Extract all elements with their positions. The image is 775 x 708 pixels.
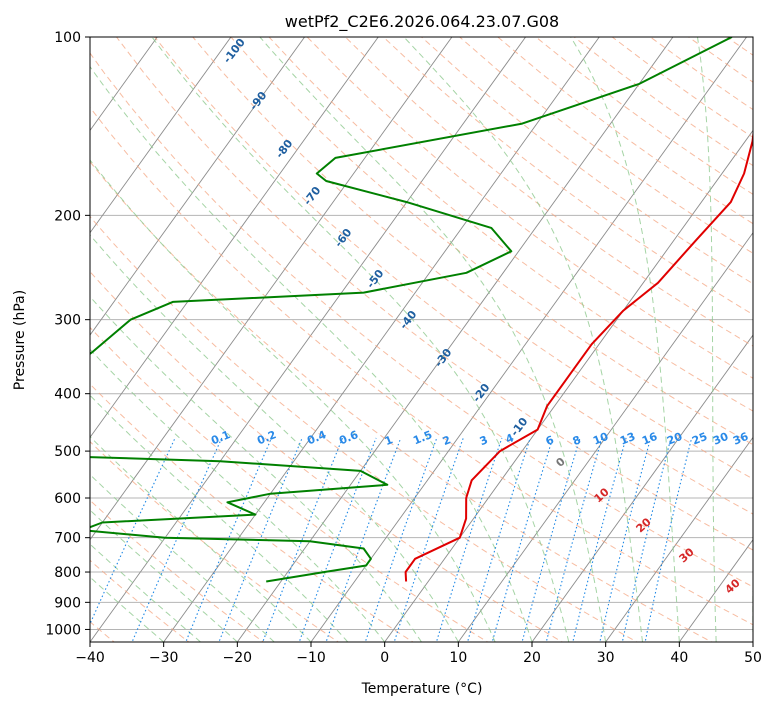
isotherm-line <box>310 37 748 642</box>
mixing-ratio-line <box>621 437 672 642</box>
x-axis-title: Temperature (°C) <box>361 681 483 697</box>
dry-adiabat <box>90 326 489 642</box>
y-tick-label: 700 <box>54 531 81 547</box>
mixing-ratio-line <box>644 437 693 642</box>
isopleth-label: 1 <box>383 433 395 448</box>
dry-adiabat <box>344 37 753 347</box>
moist-adiabat <box>90 435 312 642</box>
moist-adiabat <box>151 37 570 642</box>
isobar-gridlines <box>90 37 753 630</box>
isotherm-line <box>605 436 753 642</box>
isopleth-label: 20 <box>665 430 684 448</box>
mixing-ratio-line <box>262 437 344 642</box>
y-tick-label: 1000 <box>45 622 81 638</box>
mixing-ratio-line <box>131 437 223 642</box>
x-axis-ticks: −40 −30 −20 −10 0 10 20 30 40 50 <box>75 642 762 666</box>
isotherm-line <box>90 37 306 336</box>
moist-adiabat <box>696 37 717 642</box>
moist-adiabat <box>90 159 496 642</box>
dry-adiabat <box>154 37 753 515</box>
moist-adiabat <box>90 394 349 642</box>
isotherm-line <box>90 37 232 234</box>
mixing-ratio-lines <box>90 437 693 642</box>
isotherm-line <box>90 37 379 439</box>
dry-adiabat <box>90 215 639 642</box>
y-axis-ticks: 100 200 300 400 500 600 700 800 900 1000 <box>45 30 90 638</box>
dry-adiabat <box>90 383 414 642</box>
moist-adiabat <box>90 348 386 642</box>
mixing-ratio-line <box>599 437 652 642</box>
mixing-ratio-line <box>491 437 554 642</box>
isopleth-label: 16 <box>640 430 659 448</box>
moist-adiabat <box>570 37 680 642</box>
isopleth-label: 10 <box>591 430 610 448</box>
dry-adiabat <box>90 52 753 588</box>
dry-adiabat <box>268 37 753 412</box>
isotherm-line <box>236 37 674 642</box>
isopleth-label: 3 <box>478 433 490 448</box>
isotherm-line <box>90 37 158 132</box>
isotherm-line <box>457 231 753 642</box>
mixing-ratio-line <box>545 437 603 642</box>
x-tick-label: 30 <box>597 650 615 666</box>
profile-line <box>90 37 733 583</box>
mixing-ratio-line <box>521 437 581 642</box>
isopleth-label: 2 <box>441 433 453 448</box>
x-tick-label: −40 <box>75 650 105 666</box>
dry-adiabat <box>90 106 753 626</box>
y-tick-label: 200 <box>54 208 81 224</box>
isopleth-label: 8 <box>571 433 583 448</box>
moist-adiabat <box>90 234 459 642</box>
x-tick-label: 10 <box>449 650 467 666</box>
y-axis-title: Pressure (hPa) <box>12 290 28 390</box>
moist-adiabat <box>90 473 275 642</box>
isotherm-line <box>90 37 527 642</box>
x-tick-label: −20 <box>223 650 253 666</box>
y-tick-label: 500 <box>54 444 81 460</box>
dry-adiabat <box>306 37 753 379</box>
isopleth-label: 30 <box>711 430 730 448</box>
profile-line <box>404 128 753 582</box>
plot-area: -100-90-80-70-60-50-40-30-20-100.1 0.2 0.4… <box>90 37 753 642</box>
y-tick-label: 600 <box>54 491 81 507</box>
x-tick-label: −30 <box>149 650 179 666</box>
x-tick-label: −10 <box>296 650 326 666</box>
x-tick-label: 20 <box>523 650 541 666</box>
x-tick-label: 40 <box>670 650 688 666</box>
dry-adiabat <box>116 37 753 551</box>
isopleth-label: 36 <box>731 430 750 448</box>
y-tick-label: 800 <box>54 565 81 581</box>
isotherm-line <box>90 37 453 541</box>
moist-adiabat <box>90 65 533 642</box>
isopleth-label: 13 <box>618 430 637 448</box>
moist-adiabat <box>259 37 607 642</box>
mixing-ratio-line <box>298 437 377 642</box>
isotherm-line <box>678 538 753 642</box>
x-tick-label: 0 <box>380 650 389 666</box>
y-tick-label: 300 <box>54 313 81 329</box>
profile-series <box>90 37 753 583</box>
y-tick-label: 400 <box>54 387 81 403</box>
dry-adiabat <box>90 499 265 642</box>
dry-adiabat <box>90 161 713 642</box>
moist-adiabat <box>403 37 643 642</box>
moist-adiabat <box>90 295 422 642</box>
moist-adiabats <box>90 37 753 642</box>
isotherm-line <box>531 334 753 642</box>
dry-adiabats <box>90 37 753 642</box>
y-tick-label: 100 <box>54 30 81 46</box>
y-tick-label: 900 <box>54 595 81 611</box>
mixing-ratio-line <box>218 437 303 642</box>
isotherm-line <box>384 129 753 642</box>
dry-adiabat <box>90 440 340 642</box>
x-tick-label: 50 <box>744 650 762 666</box>
plot-frame <box>89 36 754 643</box>
isopleth-label: 25 <box>690 430 709 448</box>
chart-title: wetPf2_C2E6.2026.064.23.07.G08 <box>285 12 559 32</box>
